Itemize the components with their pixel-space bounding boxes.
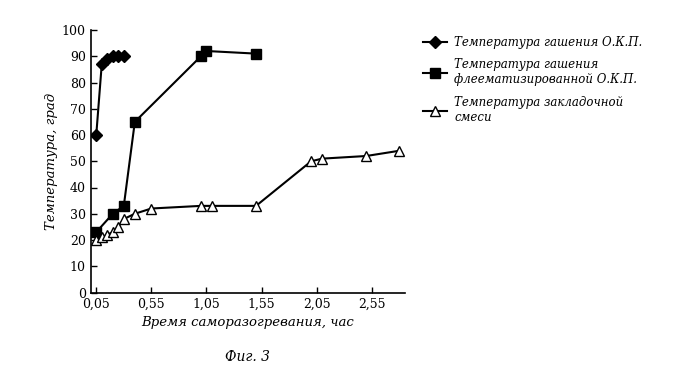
- X-axis label: Время саморазогревания, час: Время саморазогревания, час: [142, 316, 354, 329]
- Text: Фиг. 3: Фиг. 3: [225, 350, 270, 364]
- Y-axis label: Температура, град: Температура, град: [45, 93, 58, 230]
- Legend: Температура гашения О.К.П., Температура гашения
флеематизированной О.К.П., Темпе: Температура гашения О.К.П., Температура …: [423, 36, 642, 124]
